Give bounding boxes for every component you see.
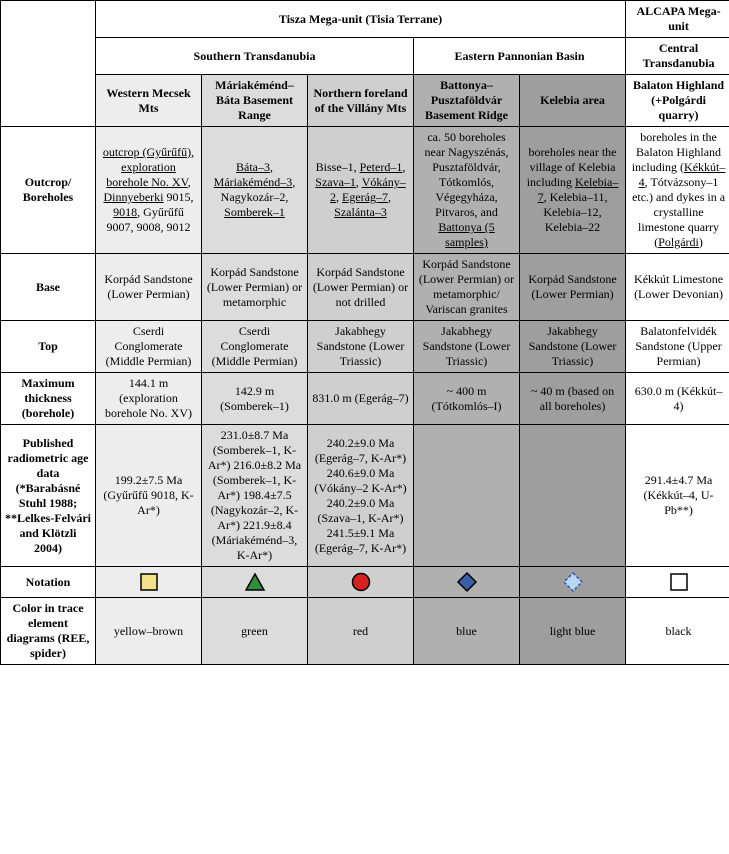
header-row-3: Western Mecsek Mts Máriakéménd–Báta Base… xyxy=(1,75,729,127)
col-c4: Battonya–Pusztaföldvár Basement Ridge xyxy=(414,75,520,127)
maxthick-c5: ~ 40 m (based on all boreholes) xyxy=(520,373,626,425)
row-label-colordiag: Color in trace element diagrams (REE, sp… xyxy=(1,598,96,665)
top-c2: Cserdi Conglomerate (Middle Permian) xyxy=(202,321,308,373)
hdr-tisza: Tisza Mega-unit (Tisia Terrane) xyxy=(96,1,626,38)
notation-c1 xyxy=(96,567,202,598)
text: 9015, xyxy=(163,190,193,204)
blank-corner xyxy=(1,1,96,127)
notation-c5 xyxy=(520,567,626,598)
diamond-icon xyxy=(455,570,479,594)
base-c4: Korpád Sandstone (Lower Permian) or meta… xyxy=(414,254,520,321)
row-label-outcrop: Outcrop/ Boreholes xyxy=(1,127,96,254)
link-text[interactable]: Máriakéménd–3 xyxy=(214,175,293,189)
col-c1: Western Mecsek Mts xyxy=(96,75,202,127)
col-c6: Balaton Highland (+Polgárdi quarry) xyxy=(626,75,729,127)
maxthick-c3: 831.0 m (Egerág–7) xyxy=(308,373,414,425)
maxthick-c2: 142.9 m (Somberek–1) xyxy=(202,373,308,425)
base-c6: Kékkút Limestone (Lower Devonian) xyxy=(626,254,729,321)
header-row-2: Southern Transdanubia Eastern Pannonian … xyxy=(1,38,729,75)
col-c5: Kelebia area xyxy=(520,75,626,127)
base-c5: Korpád Sandstone (Lower Permian) xyxy=(520,254,626,321)
hdr-alcapa: ALCAPA Mega-unit xyxy=(626,1,729,38)
data-table: Tisza Mega-unit (Tisia Terrane) ALCAPA M… xyxy=(0,0,729,665)
link-text[interactable]: Egerág–7 xyxy=(342,190,388,204)
outcrop-c1: outcrop (Gyűrűfű), exploration borehole … xyxy=(96,127,202,254)
hdr-epb: Eastern Pannonian Basin xyxy=(414,38,626,75)
row-label-top: Top xyxy=(1,321,96,373)
radiometric-c4 xyxy=(414,425,520,567)
text: ) xyxy=(699,235,703,249)
link-text[interactable]: Báta–3 xyxy=(236,160,270,174)
maxthick-c1: 144.1 m (exploration borehole No. XV) xyxy=(96,373,202,425)
colordiag-c1: yellow–brown xyxy=(96,598,202,665)
link-text[interactable]: Peterd–1 xyxy=(360,160,403,174)
notation-c6 xyxy=(626,567,729,598)
radiometric-c6: 291.4±4.7 Ma (Kékkút–4, U-Pb**) xyxy=(626,425,729,567)
notation-c4 xyxy=(414,567,520,598)
square-icon xyxy=(138,571,160,593)
row-label-maxthick: Maximum thickness (borehole) xyxy=(1,373,96,425)
colordiag-c6: black xyxy=(626,598,729,665)
colordiag-c3: red xyxy=(308,598,414,665)
row-outcrop: Outcrop/ Boreholes outcrop (Gyűrűfű), ex… xyxy=(1,127,729,254)
base-c1: Korpád Sandstone (Lower Permian) xyxy=(96,254,202,321)
hdr-st: Southern Transdanubia xyxy=(96,38,414,75)
row-radiometric: Published radiometric age data (*Barabás… xyxy=(1,425,729,567)
text: Bisse–1, xyxy=(316,160,360,174)
top-c1: Cserdi Conglomerate (Middle Permian) xyxy=(96,321,202,373)
notation-c2 xyxy=(202,567,308,598)
text: , Kelebia–11, Kelebia–12, Kelebia–22 xyxy=(543,190,607,234)
row-label-radiometric: Published radiometric age data (*Barabás… xyxy=(1,425,96,567)
top-c6: Balatonfelvidék Sandstone (Upper Permian… xyxy=(626,321,729,373)
header-row-1: Tisza Mega-unit (Tisia Terrane) ALCAPA M… xyxy=(1,1,729,38)
radiometric-c2: 231.0±8.7 Ma (Somberek–1, K-Ar*) 216.0±8… xyxy=(202,425,308,567)
outcrop-c3: Bisse–1, Peterd–1, Szava–1, Vókány–2, Eg… xyxy=(308,127,414,254)
triangle-icon xyxy=(243,571,267,593)
outcrop-c5: boreholes near the village of Kelebia in… xyxy=(520,127,626,254)
row-top: Top Cserdi Conglomerate (Middle Permian)… xyxy=(1,321,729,373)
maxthick-c4: ~ 400 m (Tótkomlós–I) xyxy=(414,373,520,425)
outcrop-c2: Báta–3, Máriakéménd–3, Nagykozár–2, Somb… xyxy=(202,127,308,254)
link-text[interactable]: 9018 xyxy=(113,205,137,219)
square-icon xyxy=(668,571,690,593)
col-c3: Northern foreland of the Villány Mts xyxy=(308,75,414,127)
row-maxthick: Maximum thickness (borehole) 144.1 m (ex… xyxy=(1,373,729,425)
link-text[interactable]: Szalánta–3 xyxy=(334,205,387,219)
row-base: Base Korpád Sandstone (Lower Permian) Ko… xyxy=(1,254,729,321)
top-c5: Jakabhegy Sandstone (Lower Triassic) xyxy=(520,321,626,373)
base-c3: Korpád Sandstone (Lower Permian) or not … xyxy=(308,254,414,321)
link-text[interactable]: exploration borehole No. XV xyxy=(106,160,187,189)
text: ca. 50 boreholes near Nagyszénás, Puszta… xyxy=(425,130,509,219)
link-text[interactable]: Dinnyeberki xyxy=(104,190,164,204)
base-c2: Korpád Sandstone (Lower Permian) or meta… xyxy=(202,254,308,321)
colordiag-c2: green xyxy=(202,598,308,665)
hdr-ct: Central Transdanubia xyxy=(626,38,729,75)
col-c2: Máriakéménd–Báta Basement Range xyxy=(202,75,308,127)
row-colordiag: Color in trace element diagrams (REE, sp… xyxy=(1,598,729,665)
row-notation: Notation xyxy=(1,567,729,598)
link-text[interactable]: Polgárdi xyxy=(658,235,699,249)
maxthick-c6: 630.0 m (Kékkút–4) xyxy=(626,373,729,425)
row-label-base: Base xyxy=(1,254,96,321)
link-text[interactable]: outcrop (Gyűrűfű) xyxy=(103,145,191,159)
diamond-dashed-icon xyxy=(561,570,585,594)
notation-c3 xyxy=(308,567,414,598)
circle-icon xyxy=(350,571,372,593)
outcrop-c6: boreholes in the Balaton Highland includ… xyxy=(626,127,729,254)
top-c3: Jakabhegy Sandstone (Lower Triassic) xyxy=(308,321,414,373)
radiometric-c3: 240.2±9.0 Ma (Egerág–7, K-Ar*) 240.6±9.0… xyxy=(308,425,414,567)
colordiag-c4: blue xyxy=(414,598,520,665)
top-c4: Jakabhegy Sandstone (Lower Triassic) xyxy=(414,321,520,373)
link-text[interactable]: Battonya (5 samples) xyxy=(438,220,494,249)
link-text[interactable]: Somberek–1 xyxy=(224,205,285,219)
colordiag-c5: light blue xyxy=(520,598,626,665)
link-text[interactable]: Szava–1 xyxy=(315,175,356,189)
radiometric-c5 xyxy=(520,425,626,567)
radiometric-c1: 199.2±7.5 Ma (Gyűrűfű 9018, K-Ar*) xyxy=(96,425,202,567)
outcrop-c4: ca. 50 boreholes near Nagyszénás, Puszta… xyxy=(414,127,520,254)
row-label-notation: Notation xyxy=(1,567,96,598)
